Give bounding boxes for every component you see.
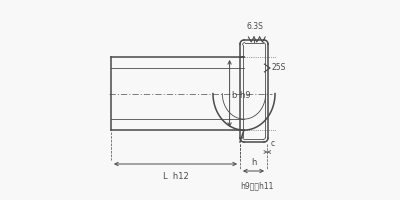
Text: L  h12: L h12 — [163, 172, 188, 181]
Text: h: h — [251, 158, 256, 167]
Text: h9又はh11: h9又はh11 — [240, 182, 273, 190]
Text: 25S: 25S — [271, 64, 285, 72]
Text: 6.3S: 6.3S — [246, 22, 264, 31]
Text: c: c — [271, 139, 275, 148]
Text: b h9: b h9 — [232, 91, 251, 100]
